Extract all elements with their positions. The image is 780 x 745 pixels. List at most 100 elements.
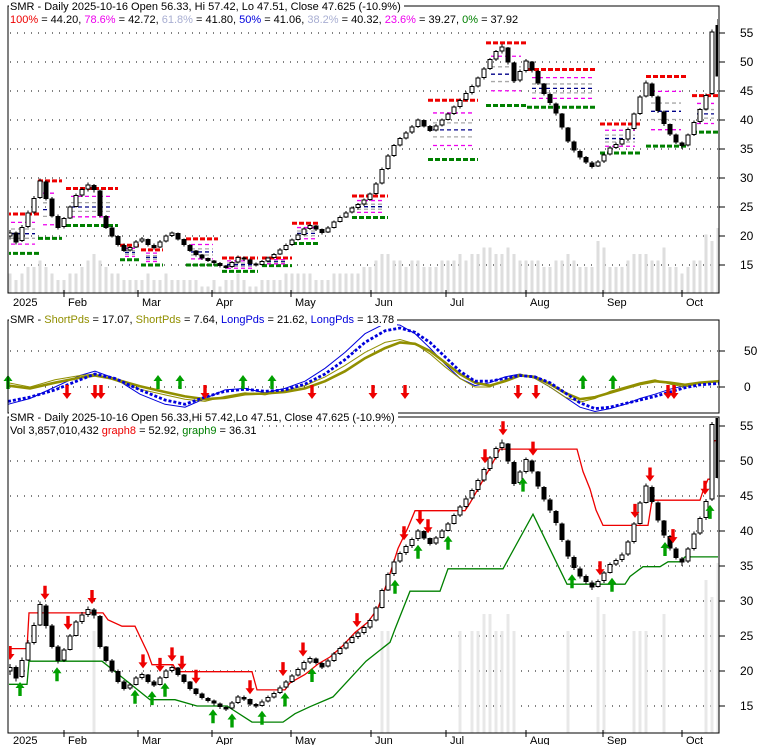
header-text-segment: graph8 [101,425,137,437]
header-text-segment: = 37.92 [478,14,519,26]
buy-signal-arrow-icon [608,375,618,389]
sell-signal-arrow-icon [415,510,425,525]
sell-signal-arrow-icon [399,526,409,541]
sell-signal-arrow-icon [423,519,433,534]
buy-signal-arrow-icon [238,375,248,389]
panel1-axis-labels: 55 50 45 40 35 30 25 20 15 2025 Feb Mar Apr May Jun Jul… [13,26,754,309]
axis-label: Jul [450,297,464,309]
sell-signal-arrow-icon [368,385,378,399]
header-text-segment: = 52.92, [136,425,183,437]
sell-signal-arrow-icon [531,385,541,399]
buy-signal-arrow-icon [307,668,317,682]
sell-signal-arrow-icon [90,385,100,399]
sell-signal-arrow-icon [298,642,308,657]
buy-signal-arrow-icon [160,682,170,697]
axis-label: Feb [68,735,87,745]
buy-signal-arrow-icon [130,689,140,704]
sell-signal-arrow-icon [663,385,673,399]
sell-signal-arrow-icon [191,669,201,684]
buy-signal-arrow-icon [567,574,577,589]
axis-label: Apr [216,297,233,309]
sell-signal-arrow-icon [278,662,288,677]
axis-label: 40 [740,524,754,538]
header-text-segment: LongPds [310,314,355,326]
buy-signal-arrow-icon [147,691,157,706]
panel1-volume-bars [8,228,720,293]
header-text-segment: 0% [462,14,479,26]
axis-label: Aug [530,735,550,745]
header-text-segment: 61.8% [161,14,193,26]
sell-signal-arrow-icon [668,529,678,544]
panel1-price-chart [7,5,720,294]
buy-signal-arrow-icon [153,375,163,389]
header-text-segment: = 41.06, [261,14,308,26]
buy-signal-arrow-icon [257,710,267,725]
sell-signal-arrow-icon [138,654,148,669]
header-text-segment: Vol 3,857,010,432 [10,425,102,437]
panel2-axis-labels: 50 0 [719,344,758,394]
axis-label: 55 [740,26,754,40]
axis-label: 30 [740,594,754,608]
axis-label: 55 [740,419,754,433]
axis-label: 2025 [13,735,37,745]
panel3-header-ohlc: SMR - Daily 2025-10-16 Open 56.33,Hi 57.… [9,412,398,424]
axis-label: Oct [686,735,703,745]
sell-signal-arrow-icon [167,647,177,662]
axis-label: 40 [740,113,754,127]
panel3-stop-chart [7,416,720,734]
axis-label: May [295,297,316,309]
sell-signal-arrow-icon [528,441,538,456]
axis-label: Aug [530,297,550,309]
panel1-fibonacci-levels [9,41,718,273]
sell-signal-arrow-icon [480,449,490,464]
buy-signal-arrow-icon [208,709,218,724]
panel1-header-fib-values: 100% = 44.20, 78.6% = 42.72, 61.8% = 41.… [9,14,522,26]
panel1-candlesticks [9,18,718,270]
sell-signal-arrow-icon [595,561,605,576]
sell-signal-arrow-icon [200,385,210,399]
panel2-oscillator [3,319,720,414]
axis-label: Sep [607,735,627,745]
panel2-header-indicator-values: SMR - ShortPds = 17.07, ShortPds = 7.64,… [9,314,398,326]
buy-signal-arrow-icon [413,544,423,559]
panel3-signal-arrows [9,421,715,728]
buy-signal-arrow-icon [280,692,290,707]
sell-signal-arrow-icon [155,657,165,672]
buy-signal-arrow-icon [578,375,588,389]
buy-signal-arrow-icon [175,375,185,389]
axis-label: Mar [142,297,161,309]
axis-label: 30 [740,171,754,185]
axis-label: 45 [740,84,754,98]
axis-label: 50 [740,454,754,468]
header-text-segment: = 41.80, [192,14,240,26]
axis-label: 20 [740,664,754,678]
axis-label: Jun [375,297,393,309]
buy-signal-arrow-icon [390,579,400,594]
axis-label: Feb [68,297,87,309]
header-text-segment: = 40.32, [338,14,385,26]
sell-signal-arrow-icon [245,680,255,695]
header-text-segment: 100% [10,14,39,26]
header-text-segment: 50% [239,14,262,26]
buy-signal-arrow-icon [443,535,453,550]
sell-signal-arrow-icon [177,655,187,670]
sell-signal-arrow-icon [352,613,362,628]
panel2-indicator-lines [7,323,720,413]
panel3-candlesticks [9,418,718,711]
header-text-segment: ShortPds [135,314,181,326]
header-text-segment: SMR - Daily 2025-10-16 Open 56.33,Hi 57.… [10,412,395,424]
sell-signal-arrow-icon [9,646,15,660]
sell-signal-arrow-icon [513,385,523,399]
header-text-segment: = 42.72, [115,14,162,26]
axis-label: Jul [450,735,464,745]
sell-signal-arrow-icon [40,585,50,600]
header-text-segment: 38.2% [307,14,339,26]
panel3-volume-bars [92,563,720,733]
axis-label: 50 [740,55,754,69]
axis-label: 15 [740,258,754,272]
header-text-segment: ShortPds [44,314,90,326]
buy-signal-arrow-icon [227,713,237,728]
axis-label: 35 [740,142,754,156]
